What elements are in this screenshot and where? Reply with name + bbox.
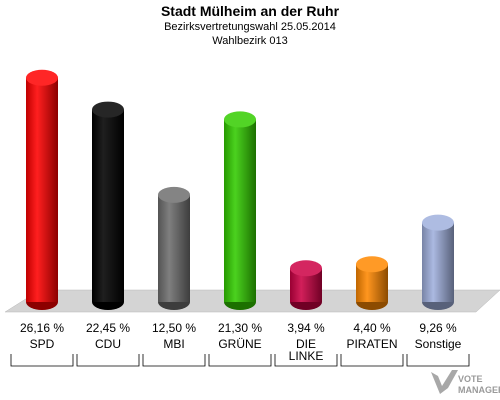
bar-0 (26, 69, 58, 310)
category-label-3: GRÜNE (218, 337, 261, 351)
bar-2 (158, 186, 190, 310)
logo-text-vote: VOTE (458, 374, 483, 384)
bar-body-2 (158, 194, 190, 302)
category-label-5: PIRATEN (346, 337, 397, 351)
bar-body-3 (224, 119, 256, 302)
value-label-1: 22,45 % (86, 321, 130, 335)
category-bracket-1 (76, 354, 140, 367)
logo-text-manager: MANAGER (458, 385, 500, 395)
chart-subtitle-district: Wahlbezirk 013 (212, 35, 288, 47)
bar-body-6 (422, 222, 454, 302)
bar-cap-6 (422, 214, 454, 231)
value-label-5: 4,40 % (353, 321, 391, 335)
category-bracket-4 (274, 354, 338, 367)
category-bracket-6 (406, 354, 470, 367)
bar-3 (224, 111, 256, 310)
category-bracket-2 (142, 354, 206, 367)
value-label-3: 21,30 % (218, 321, 262, 335)
chart-subtitle-election: Bezirksvertretungswahl 25.05.2014 (164, 21, 336, 33)
labels-group: 26,16 % SPD 22,45 % CDU 12,50 % MBI 21,30 % GRÜ… (10, 321, 470, 367)
bars-group (26, 69, 454, 310)
bar-body-1 (92, 109, 124, 302)
category-bracket-3 (208, 354, 272, 367)
bar-cap-1 (92, 101, 124, 118)
bar-cap-3 (224, 111, 256, 128)
category-label-0: SPD (30, 337, 55, 351)
value-label-6: 9,26 % (419, 321, 457, 335)
value-label-0: 26,16 % (20, 321, 64, 335)
category-label-2: MBI (163, 337, 184, 351)
bar-body-0 (26, 77, 58, 303)
bar-cap-0 (26, 69, 58, 86)
bar-5 (356, 256, 388, 310)
chart-header: Stadt Mülheim an der Ruhr Bezirksvertret… (0, 2, 500, 48)
chart-title: Stadt Mülheim an der Ruhr (160, 3, 340, 19)
value-label-2: 12,50 % (152, 321, 196, 335)
category-label-4-line0: DIE (296, 337, 316, 351)
bar-1 (92, 101, 124, 310)
category-bracket-5 (340, 354, 404, 367)
vote-manager-check-icon (431, 370, 458, 394)
bar-cap-4 (290, 260, 322, 277)
category-bracket-0 (10, 354, 74, 367)
category-label-1: CDU (95, 337, 121, 351)
vote-manager-logo: VOTE MANAGER (431, 370, 500, 395)
value-label-4: 3,94 % (287, 321, 325, 335)
bar-4 (290, 260, 322, 310)
bar-cap-5 (356, 256, 388, 273)
category-label-6: Sonstige (415, 337, 462, 351)
bar-6 (422, 214, 454, 310)
category-label-4-line1: LINKE (289, 349, 324, 363)
bar-cap-2 (158, 186, 190, 203)
